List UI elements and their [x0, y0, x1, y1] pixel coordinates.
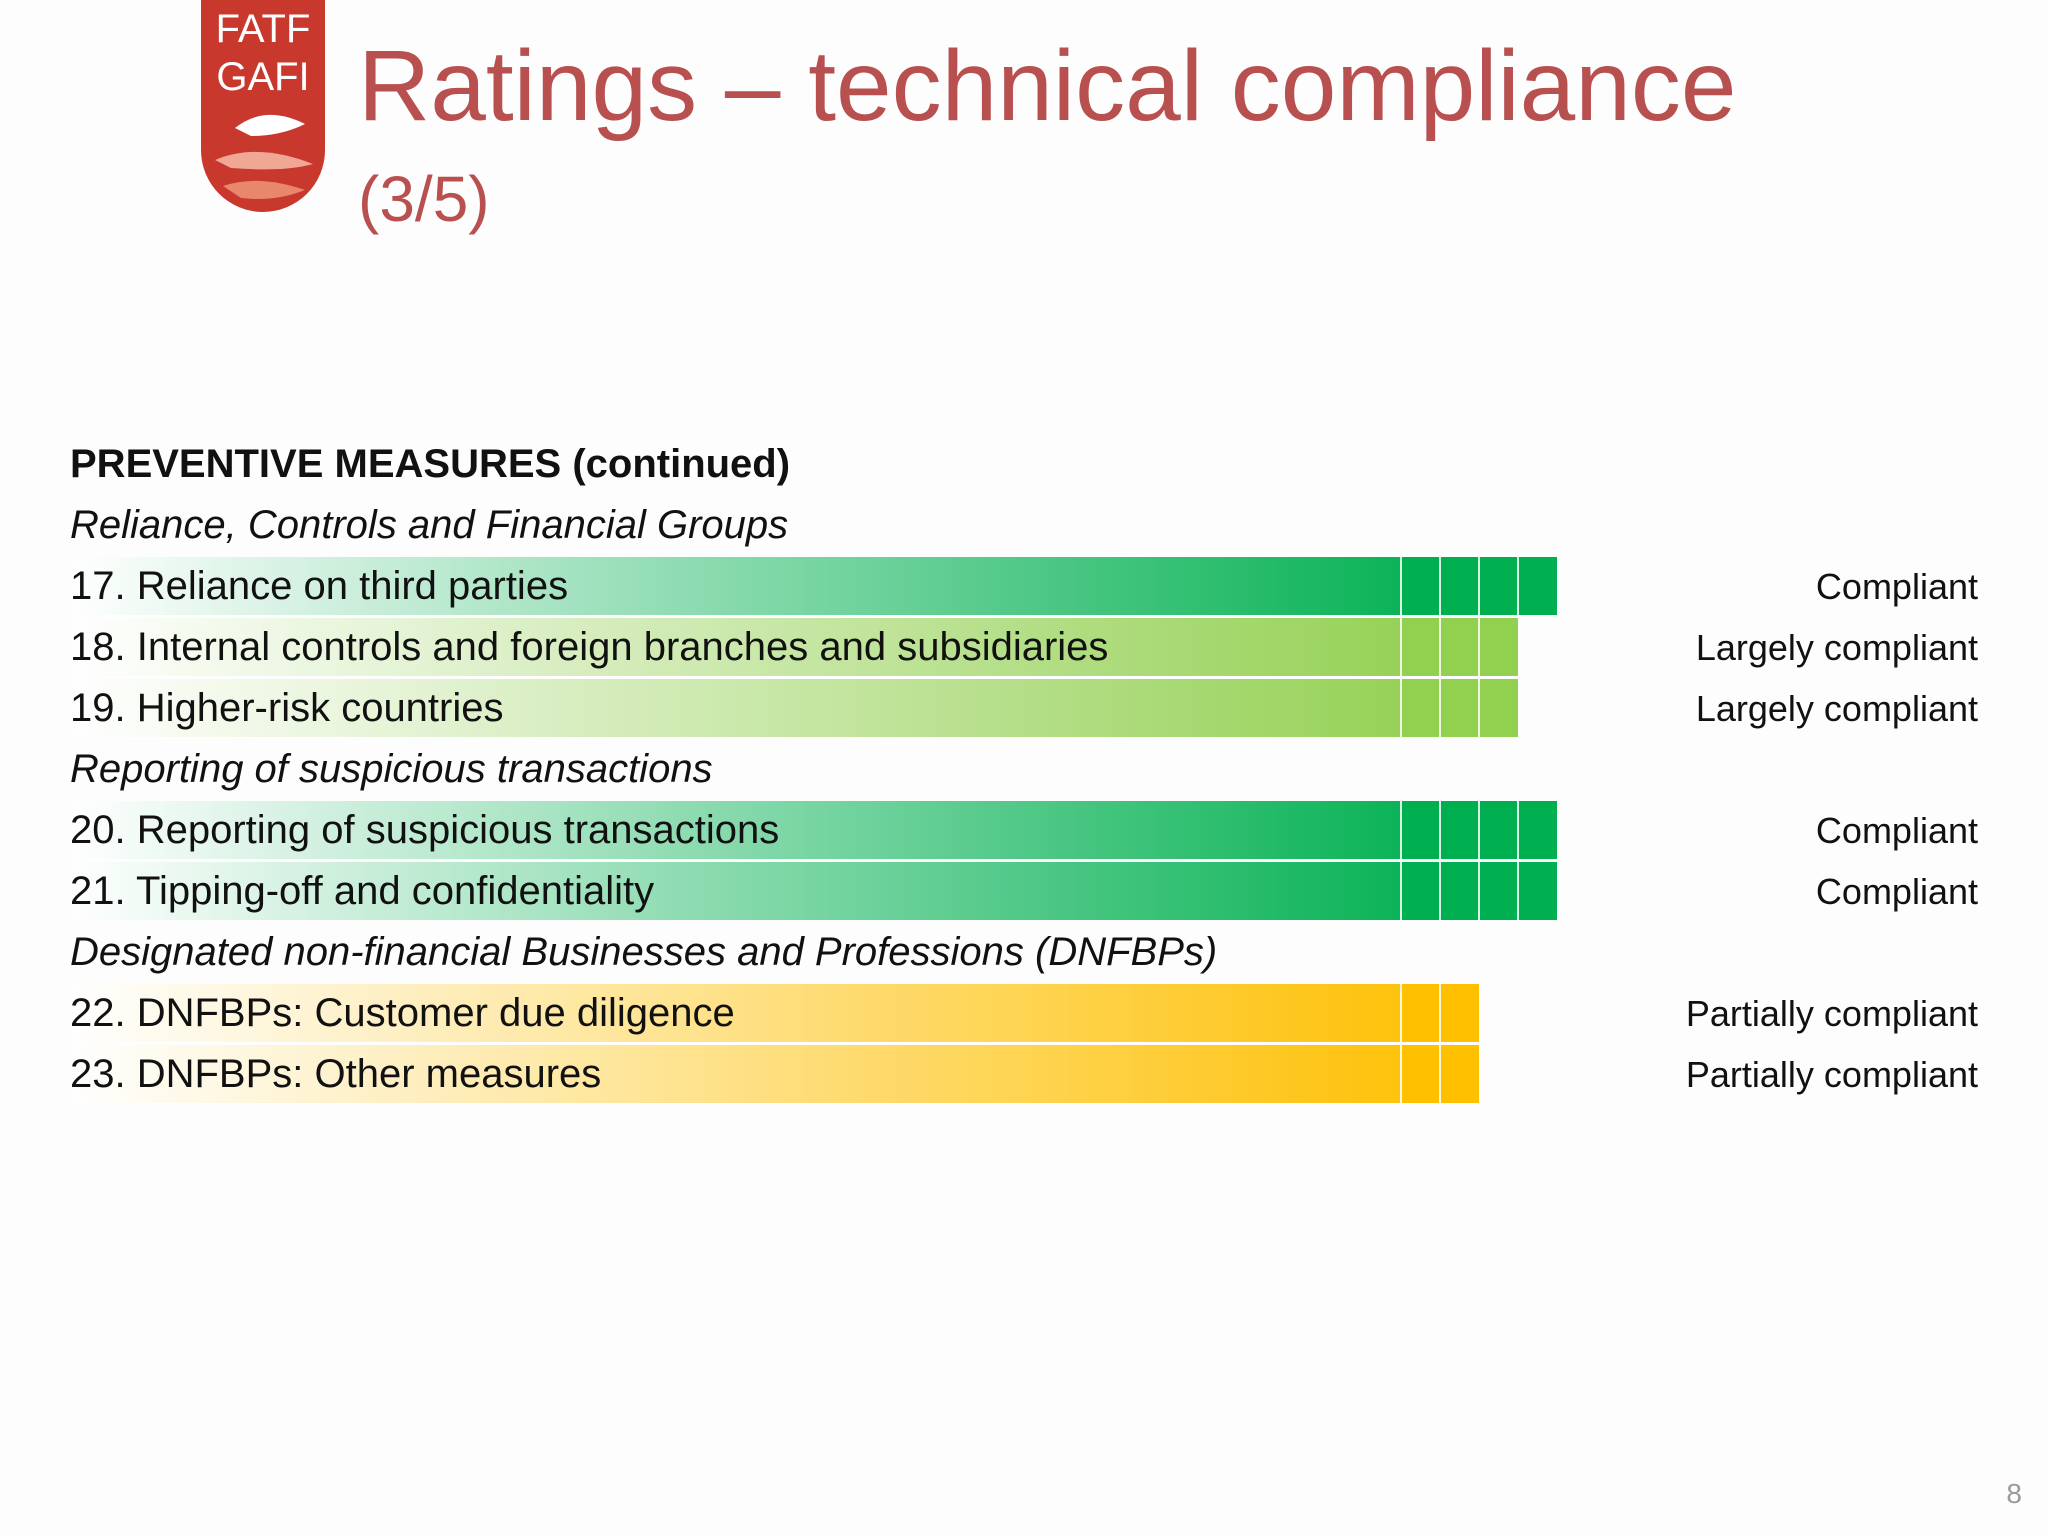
rating-segment [1439, 618, 1479, 676]
rating-value: Partially compliant [1685, 993, 1978, 1034]
rating-segment [1400, 557, 1440, 615]
rating-bar [70, 679, 1400, 739]
rating-segment [1400, 984, 1440, 1042]
rating-segment [1478, 862, 1518, 920]
rating-segment [1478, 801, 1518, 859]
rating-value: Compliant [1815, 871, 1978, 912]
rating-segment [1478, 679, 1518, 737]
rating-segment [1400, 679, 1440, 737]
section-subheading: Reporting of suspicious transactions [0, 739, 2048, 800]
row-label: 23. DNFBPs: Other measures [70, 1052, 602, 1096]
row-label: Reliance, Controls and Financial Groups [70, 503, 789, 547]
rating-segment [1400, 862, 1440, 920]
page-title: Ratings – technical compliance [358, 30, 1737, 142]
rating-bar [70, 862, 1400, 922]
section-subheading: Designated non-financial Businesses and … [0, 922, 2048, 983]
svg-text:GAFI: GAFI [216, 55, 309, 99]
rating-segment [1517, 862, 1557, 920]
rating-bar [70, 557, 1400, 617]
rating-segment [1517, 557, 1557, 615]
rating-row: Partially compliant 23. DNFBPs: Other mea… [0, 1044, 2048, 1105]
rating-row: Compliant 17. Reliance on third parties [0, 556, 2048, 617]
rating-segment [1439, 1045, 1479, 1103]
section-heading: PREVENTIVE MEASURES (continued) [0, 434, 2048, 495]
row-label: Designated non-financial Businesses and … [70, 930, 1218, 974]
rating-value: Compliant [1815, 566, 1978, 607]
rating-segment [1400, 801, 1440, 859]
row-label: 17. Reliance on third parties [70, 564, 569, 608]
row-label: 22. DNFBPs: Customer due diligence [70, 991, 735, 1035]
rating-segment [1517, 801, 1557, 859]
rating-bar [70, 1045, 1400, 1105]
rating-segment [1400, 618, 1440, 676]
rating-row: Compliant 20. Reporting of suspicious tra… [0, 800, 2048, 861]
rating-bar [70, 984, 1400, 1044]
rating-value: Compliant [1815, 810, 1978, 851]
rating-segment [1439, 862, 1479, 920]
rating-segment [1400, 1045, 1440, 1103]
page-subtitle: (3/5) [358, 163, 490, 235]
rating-row: Partially compliant 22. DNFBPs: Customer … [0, 983, 2048, 1044]
rating-value: Largely compliant [1695, 627, 1978, 668]
rating-segment [1478, 618, 1518, 676]
row-label: 21. Tipping-off and confidentiality [70, 869, 655, 913]
rating-segment [1439, 801, 1479, 859]
rating-bar [70, 801, 1400, 861]
row-label: Reporting of suspicious transactions [70, 747, 713, 791]
section-subheading: Reliance, Controls and Financial Groups [0, 495, 2048, 556]
row-label: PREVENTIVE MEASURES (continued) [70, 442, 791, 486]
rating-segment [1439, 557, 1479, 615]
row-label: 20. Reporting of suspicious transactions [70, 808, 780, 852]
rating-row: Largely compliant 18. Internal controls a… [0, 617, 2048, 678]
rating-bar [70, 618, 1400, 678]
row-label: 18. Internal controls and foreign branch… [70, 625, 1109, 669]
fatf-gafi-logo: FATF GAFI [201, 0, 325, 212]
svg-text:FATF: FATF [216, 7, 311, 51]
rating-segment [1478, 557, 1518, 615]
rating-value: Largely compliant [1695, 688, 1978, 729]
row-label: 19. Higher-risk countries [70, 686, 504, 730]
rating-value: Partially compliant [1685, 1054, 1978, 1095]
rating-segment [1439, 679, 1479, 737]
page-number: 8 [2006, 1478, 2022, 1509]
rating-row: Largely compliant 19. Higher-risk countri… [0, 678, 2048, 739]
rating-row: Compliant 21. Tipping-off and confidentia… [0, 861, 2048, 922]
rating-segment [1439, 984, 1479, 1042]
